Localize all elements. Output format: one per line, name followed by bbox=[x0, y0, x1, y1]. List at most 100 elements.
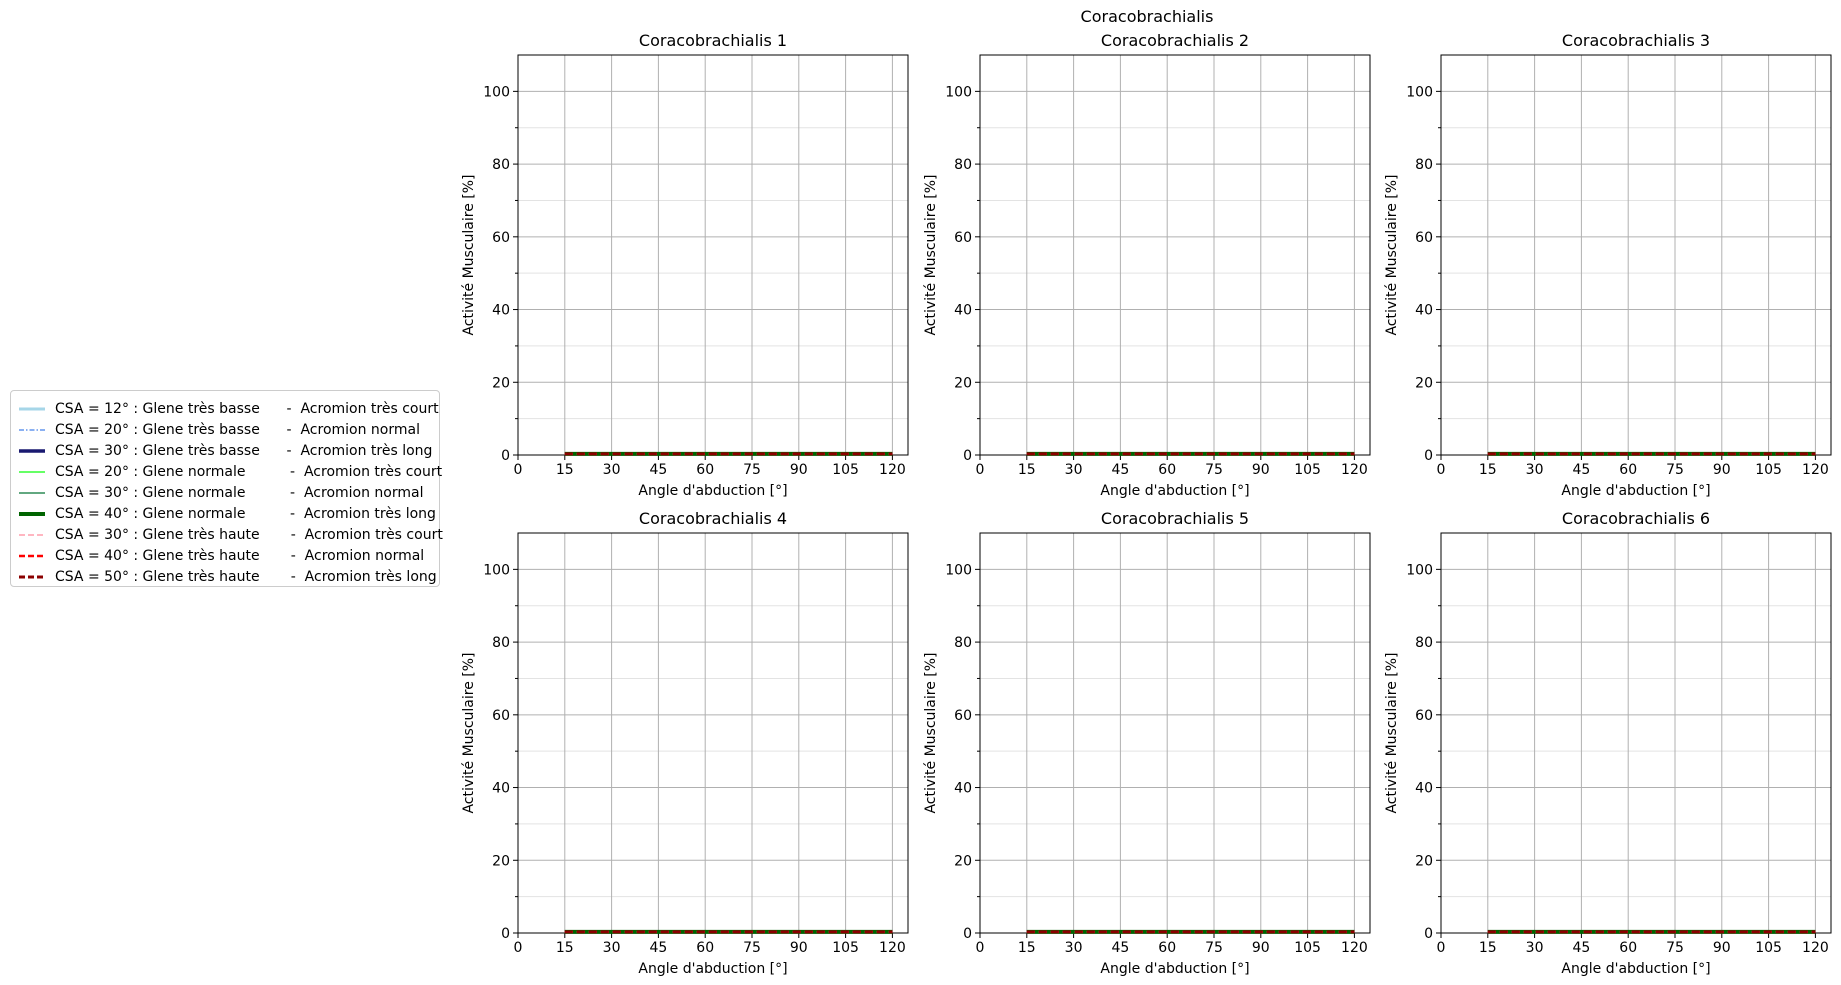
legend-label: CSA = 12° : Glene très basse - Acromion … bbox=[55, 401, 439, 417]
x-tick-label: 30 bbox=[603, 462, 621, 478]
legend-entry: CSA = 20° : Glene normale - Acromion trè… bbox=[11, 462, 443, 483]
y-tick-label: 60 bbox=[954, 708, 972, 724]
x-tick-label: 105 bbox=[1755, 462, 1782, 478]
legend-label: CSA = 20° : Glene normale - Acromion trè… bbox=[55, 464, 443, 480]
x-tick-label: 0 bbox=[1437, 462, 1446, 478]
x-tick-label: 75 bbox=[1666, 462, 1684, 478]
x-tick-label: 0 bbox=[976, 940, 985, 956]
y-tick-label: 20 bbox=[492, 853, 510, 869]
x-tick-label: 90 bbox=[1252, 462, 1270, 478]
x-tick-label: 120 bbox=[1802, 462, 1829, 478]
x-tick-label: 15 bbox=[1018, 940, 1036, 956]
y-tick-label: 0 bbox=[963, 926, 972, 942]
subplot-title: Coracobrachialis 3 bbox=[1562, 31, 1710, 50]
y-axis-label: Activité Musculaire [%] bbox=[1384, 652, 1400, 813]
y-tick-label: 0 bbox=[963, 448, 972, 464]
x-tick-label: 15 bbox=[1479, 462, 1497, 478]
x-axis-label: Angle d'abduction [°] bbox=[638, 483, 787, 499]
legend-swatch bbox=[19, 492, 45, 494]
y-axis-label: Activité Musculaire [%] bbox=[461, 652, 477, 813]
legend-entry: CSA = 50° : Glene très haute - Acromion … bbox=[11, 567, 439, 588]
legend-entry: CSA = 30° : Glene très haute - Acromion … bbox=[11, 525, 443, 546]
y-axis-label: Activité Musculaire [%] bbox=[461, 174, 477, 335]
axes-frame bbox=[979, 532, 1371, 934]
x-tick-label: 75 bbox=[1666, 940, 1684, 956]
subplot-4: 0 15 30 45 60 75 90 105 120 0 20 40 60 80 100 Coracobra… bbox=[461, 509, 909, 977]
legend-swatch bbox=[19, 407, 45, 411]
y-tick-label: 100 bbox=[945, 84, 972, 100]
subplot-title: Coracobrachialis 1 bbox=[639, 31, 787, 50]
y-tick-label: 100 bbox=[483, 562, 510, 578]
legend-swatch bbox=[19, 575, 45, 579]
x-tick-label: 0 bbox=[976, 462, 985, 478]
x-tick-label: 90 bbox=[1713, 940, 1731, 956]
y-tick-label: 80 bbox=[492, 635, 510, 651]
x-tick-label: 105 bbox=[1294, 940, 1321, 956]
x-tick-label: 75 bbox=[1205, 462, 1223, 478]
x-tick-label: 60 bbox=[1619, 940, 1637, 956]
y-tick-label: 40 bbox=[954, 303, 972, 319]
legend-label: CSA = 20° : Glene très basse - Acromion … bbox=[55, 422, 420, 438]
x-axis-label: Angle d'abduction [°] bbox=[1100, 961, 1249, 977]
legend-swatch bbox=[19, 471, 45, 473]
axes-frame bbox=[979, 54, 1371, 456]
legend-label: CSA = 50° : Glene très haute - Acromion … bbox=[55, 569, 437, 585]
y-tick-label: 20 bbox=[954, 375, 972, 391]
axes-frame bbox=[517, 532, 909, 934]
x-tick-label: 90 bbox=[1252, 940, 1270, 956]
y-tick-label: 0 bbox=[501, 448, 510, 464]
y-tick-label: 20 bbox=[1415, 375, 1433, 391]
legend-swatch bbox=[19, 429, 45, 431]
x-axis-label: Angle d'abduction [°] bbox=[1561, 483, 1710, 499]
y-tick-label: 20 bbox=[954, 853, 972, 869]
x-axis-label: Angle d'abduction [°] bbox=[1100, 483, 1249, 499]
x-tick-label: 60 bbox=[696, 940, 714, 956]
figure-suptitle: Coracobrachialis bbox=[1081, 7, 1214, 26]
x-tick-label: 45 bbox=[649, 462, 667, 478]
y-tick-label: 0 bbox=[501, 926, 510, 942]
subplot-title: Coracobrachialis 6 bbox=[1562, 509, 1710, 528]
y-tick-label: 40 bbox=[492, 303, 510, 319]
x-tick-label: 90 bbox=[790, 940, 808, 956]
y-tick-label: 60 bbox=[1415, 230, 1433, 246]
legend-entry: CSA = 20° : Glene très basse - Acromion … bbox=[11, 420, 439, 441]
y-tick-label: 80 bbox=[492, 157, 510, 173]
x-tick-label: 45 bbox=[1111, 940, 1129, 956]
x-tick-label: 15 bbox=[556, 940, 574, 956]
x-tick-label: 30 bbox=[1065, 462, 1083, 478]
legend-swatch bbox=[19, 512, 45, 516]
y-axis-label: Activité Musculaire [%] bbox=[923, 174, 939, 335]
legend-entry: CSA = 12° : Glene très basse - Acromion … bbox=[11, 399, 439, 420]
x-tick-label: 45 bbox=[1572, 940, 1590, 956]
x-tick-label: 120 bbox=[1341, 940, 1368, 956]
y-tick-label: 40 bbox=[954, 781, 972, 797]
x-tick-label: 75 bbox=[1205, 940, 1223, 956]
x-tick-label: 120 bbox=[879, 940, 906, 956]
y-tick-label: 80 bbox=[1415, 635, 1433, 651]
y-tick-label: 100 bbox=[483, 84, 510, 100]
x-tick-label: 120 bbox=[1341, 462, 1368, 478]
y-tick-label: 60 bbox=[492, 230, 510, 246]
y-tick-label: 100 bbox=[945, 562, 972, 578]
y-tick-label: 80 bbox=[954, 157, 972, 173]
subplot-6: 0 15 30 45 60 75 90 105 120 0 20 40 60 80 100 Coracobra… bbox=[1384, 509, 1832, 977]
x-tick-label: 105 bbox=[1294, 462, 1321, 478]
legend: CSA = 12° : Glene très basse - Acromion … bbox=[10, 390, 443, 588]
legend-label: CSA = 30° : Glene très basse - Acromion … bbox=[55, 443, 433, 459]
y-tick-label: 20 bbox=[492, 375, 510, 391]
x-tick-label: 60 bbox=[1619, 462, 1637, 478]
x-tick-label: 105 bbox=[1755, 940, 1782, 956]
y-tick-label: 40 bbox=[1415, 303, 1433, 319]
subplot-title: Coracobrachialis 4 bbox=[639, 509, 787, 528]
x-tick-label: 105 bbox=[832, 940, 859, 956]
legend-label: CSA = 40° : Glene normale - Acromion trè… bbox=[55, 506, 436, 522]
x-axis-label: Angle d'abduction [°] bbox=[1561, 961, 1710, 977]
y-axis-label: Activité Musculaire [%] bbox=[923, 652, 939, 813]
y-axis-label: Activité Musculaire [%] bbox=[1384, 174, 1400, 335]
subplot-1: 0 15 30 45 60 75 90 105 120 0 20 40 60 80 100 Coracobra… bbox=[461, 31, 909, 499]
y-tick-label: 40 bbox=[492, 781, 510, 797]
subplot-5: 0 15 30 45 60 75 90 105 120 0 20 40 60 80 100 Coracobra… bbox=[923, 509, 1371, 977]
x-tick-label: 15 bbox=[556, 462, 574, 478]
y-tick-label: 60 bbox=[1415, 708, 1433, 724]
